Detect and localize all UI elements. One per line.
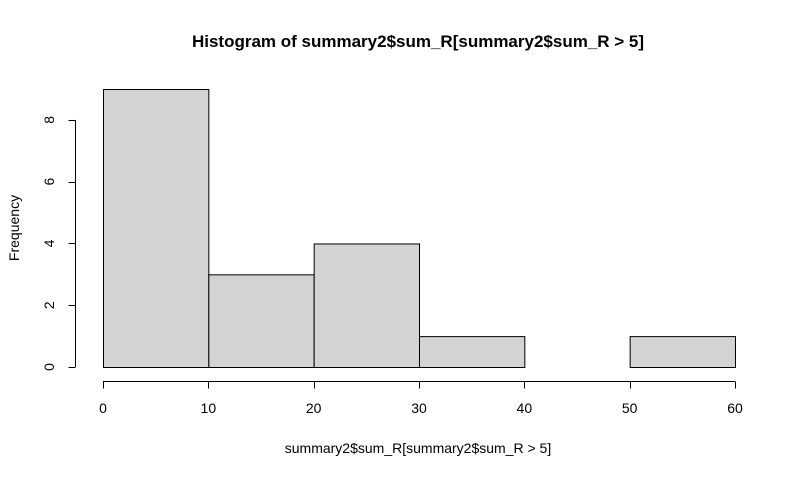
y-tick-label-0: 0 bbox=[41, 363, 57, 371]
x-tick-label-1: 10 bbox=[201, 400, 217, 416]
histogram-bar-0 bbox=[103, 89, 210, 368]
y-tick-label-4: 8 bbox=[41, 116, 57, 124]
x-tick-label-5: 50 bbox=[622, 400, 638, 416]
histogram-bars bbox=[103, 89, 737, 369]
histogram-bar-2 bbox=[313, 243, 420, 368]
y-tick-label-3: 6 bbox=[41, 178, 57, 186]
y-tick-label-2: 4 bbox=[41, 239, 57, 247]
x-tick-label-6: 60 bbox=[727, 400, 743, 416]
x-tick-label-3: 30 bbox=[411, 400, 427, 416]
x-tick-label-4: 40 bbox=[517, 400, 533, 416]
x-tick-label-0: 0 bbox=[99, 400, 107, 416]
y-axis-label: Frequency bbox=[6, 195, 22, 261]
y-axis: 0 2 4 6 8 bbox=[41, 116, 76, 371]
y-tick-label-1: 2 bbox=[41, 301, 57, 309]
x-axis: 0 10 20 30 40 50 60 bbox=[99, 381, 743, 416]
histogram-bar-3 bbox=[419, 336, 526, 369]
histogram-bar-5 bbox=[629, 336, 737, 369]
x-tick-label-2: 20 bbox=[306, 400, 322, 416]
x-axis-label: summary2$sum_R[summary2$sum_R > 5] bbox=[285, 440, 551, 456]
chart-title: Histogram of summary2$sum_R[summary2$sum… bbox=[192, 32, 644, 51]
histogram-bar-1 bbox=[208, 274, 315, 369]
